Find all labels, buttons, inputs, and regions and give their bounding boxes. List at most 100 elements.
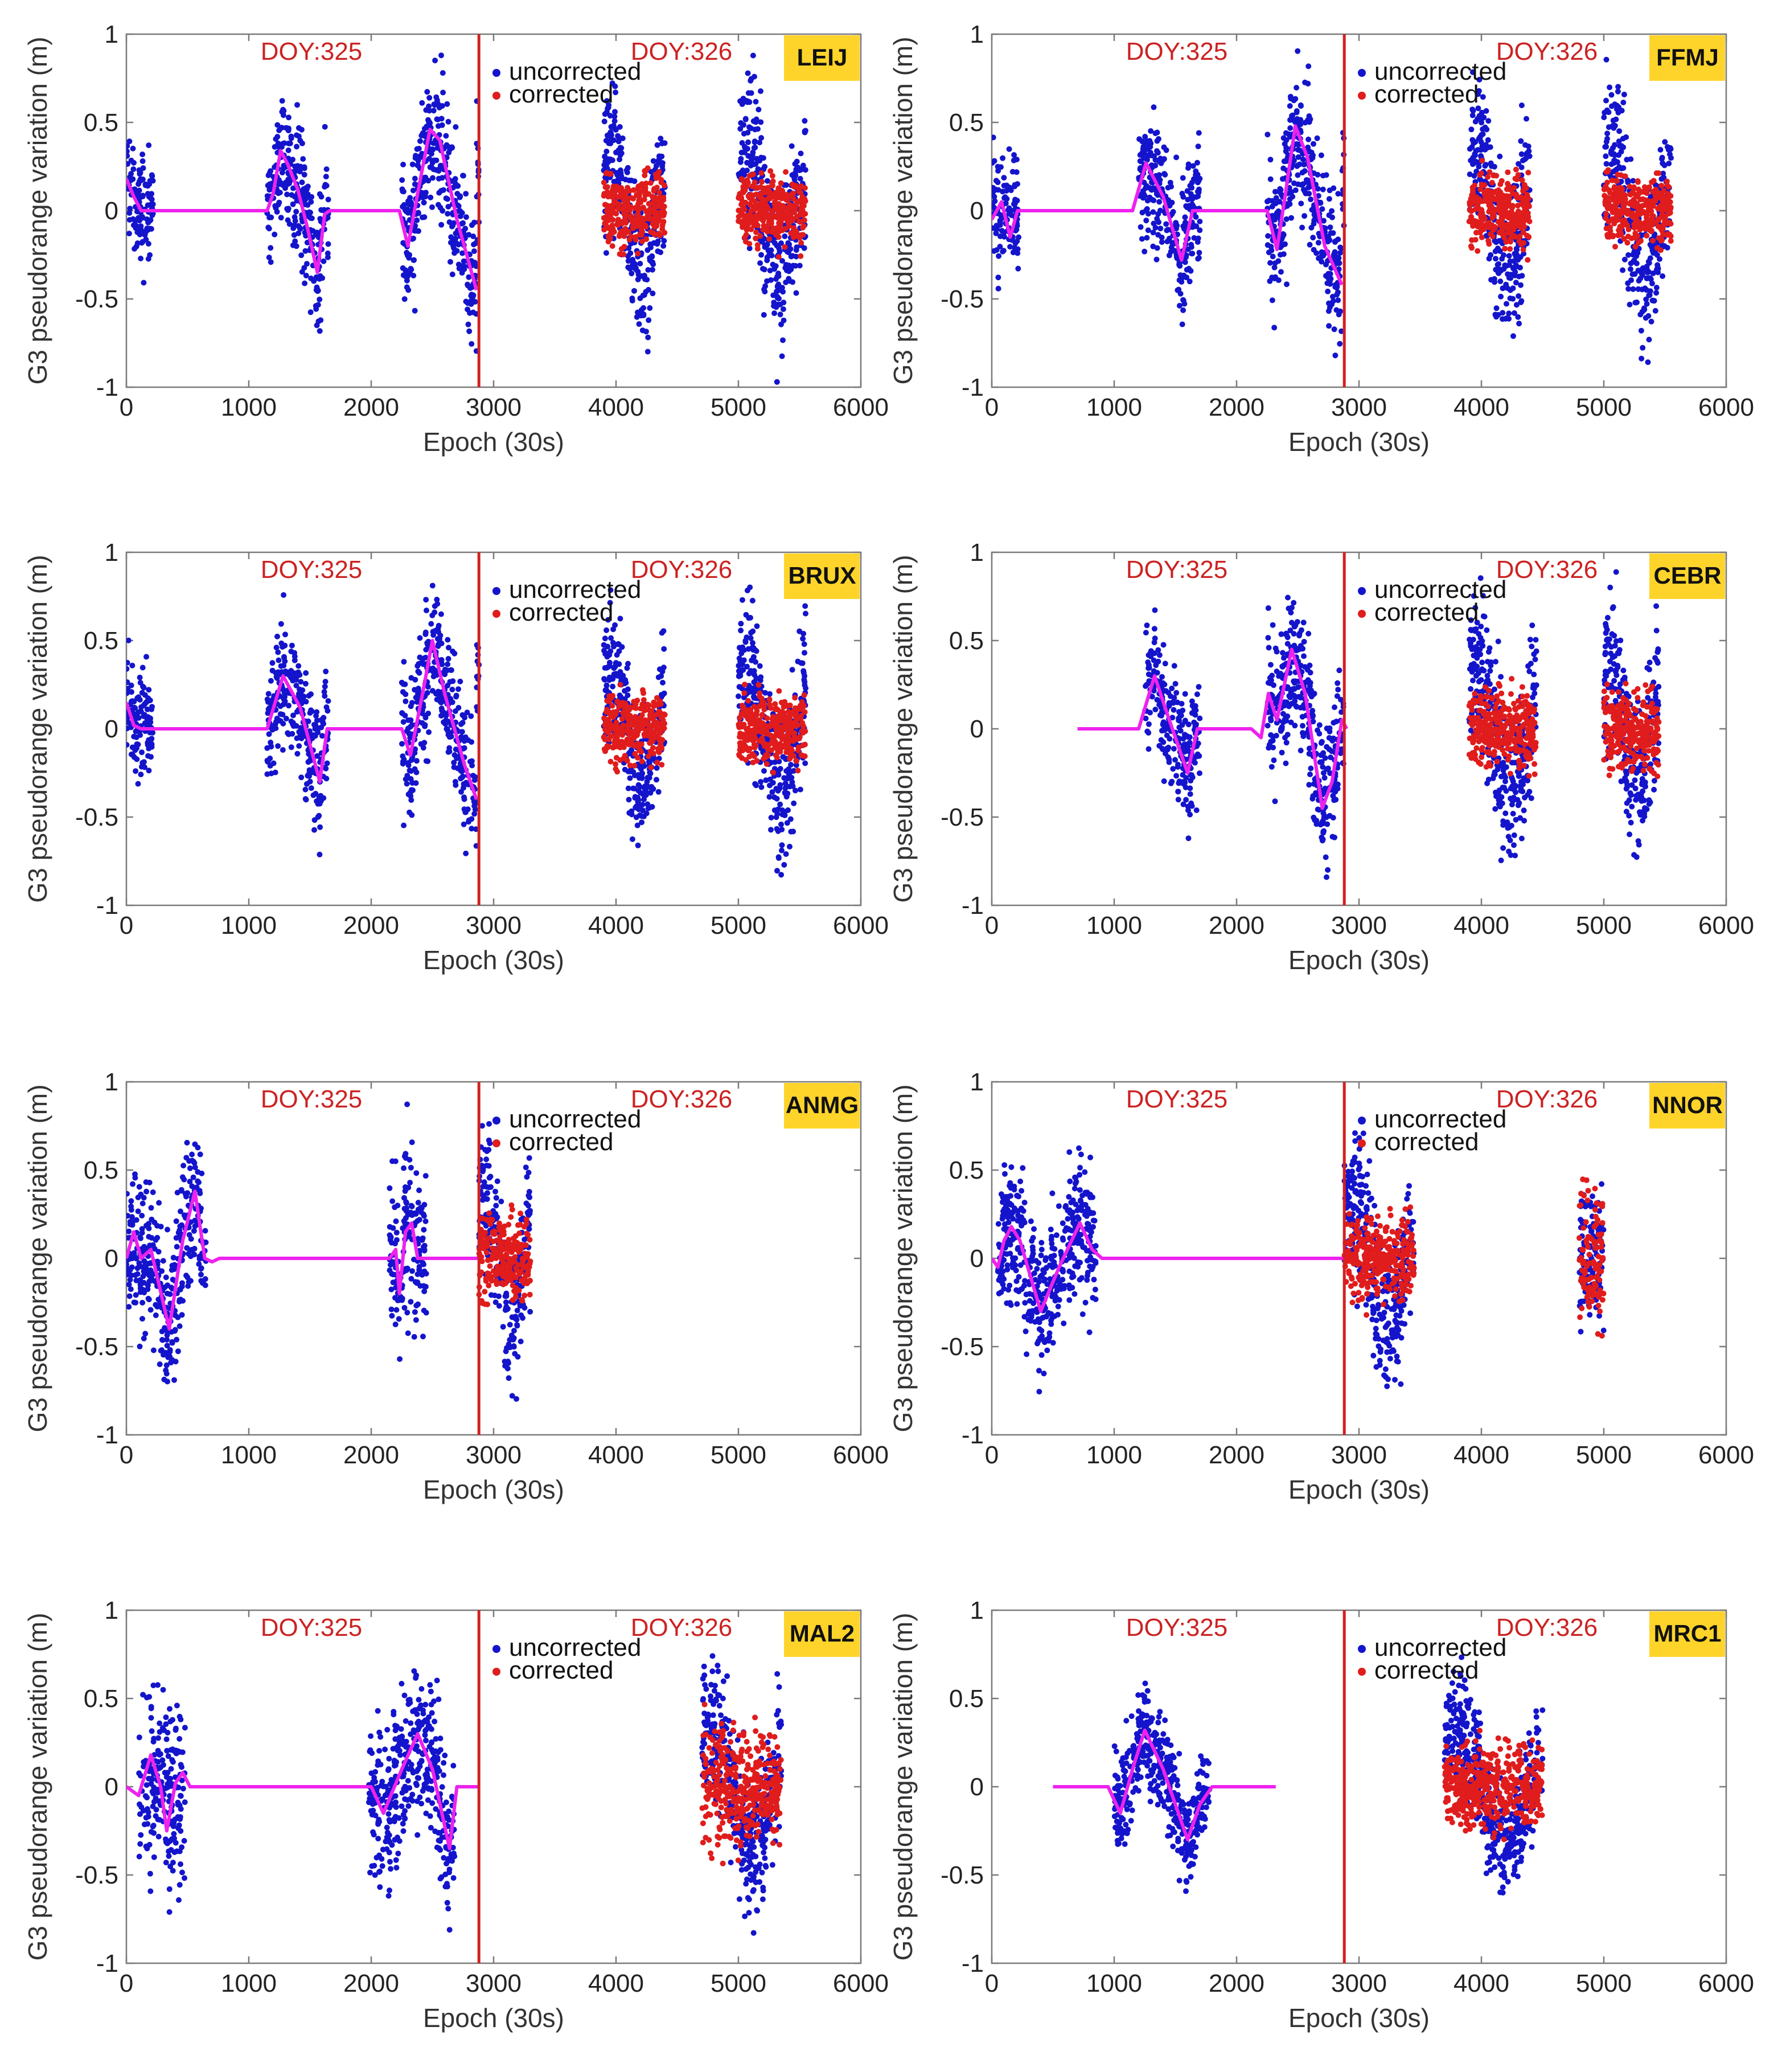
point [601, 647, 607, 654]
point [1524, 203, 1530, 209]
point [782, 233, 788, 239]
y-axis-label: G3 pseudorange variation (m) [888, 36, 918, 384]
point [145, 256, 151, 262]
point [1606, 109, 1612, 116]
chart-panel-ffmj: 0 1000 2000 3000 4000 5000 6000-1-0.500.51Epoc… [888, 20, 1754, 457]
point [745, 70, 751, 76]
point [1311, 141, 1316, 147]
point [1603, 97, 1609, 104]
point [1502, 245, 1508, 252]
point [1621, 217, 1628, 223]
point [149, 172, 155, 178]
point [302, 280, 308, 286]
point [138, 256, 144, 261]
point [303, 273, 309, 278]
point [793, 228, 799, 235]
point [1507, 246, 1513, 252]
point [145, 241, 151, 247]
point [440, 70, 446, 76]
point [139, 664, 146, 671]
point [1662, 216, 1668, 222]
point [416, 670, 422, 676]
point [426, 108, 433, 114]
point [284, 206, 290, 212]
point [445, 661, 451, 667]
point [1617, 224, 1623, 230]
point [131, 704, 137, 711]
point [126, 742, 130, 748]
point [645, 334, 651, 340]
point [662, 229, 668, 236]
point [774, 295, 781, 301]
point [635, 842, 641, 848]
point [1494, 261, 1501, 268]
point [137, 194, 143, 200]
point [420, 655, 426, 662]
point [401, 659, 407, 665]
point [619, 175, 625, 182]
point [447, 240, 454, 245]
point [435, 643, 441, 649]
x-axis-label: Epoch (30s) [1288, 427, 1430, 457]
point [432, 603, 438, 609]
point [287, 140, 293, 146]
point [1006, 146, 1012, 152]
point [323, 166, 330, 173]
point [314, 753, 320, 759]
point [425, 178, 432, 184]
point [1295, 172, 1301, 178]
point [1012, 228, 1019, 234]
point [767, 268, 773, 274]
y-tick-label: 0.5 [84, 109, 118, 137]
point [1616, 138, 1622, 145]
point [1525, 143, 1531, 149]
point [471, 219, 477, 225]
point [1504, 186, 1510, 192]
point [1470, 198, 1476, 204]
point [636, 321, 642, 327]
point [126, 637, 132, 643]
point [1640, 265, 1646, 271]
point [448, 234, 454, 240]
point [611, 113, 618, 120]
point [616, 641, 622, 647]
point [1310, 235, 1316, 241]
point [1648, 208, 1654, 215]
point [763, 224, 770, 231]
point [449, 687, 455, 692]
point [801, 245, 807, 251]
point [1270, 253, 1276, 260]
point [1485, 237, 1492, 244]
point [303, 185, 309, 191]
point [470, 233, 477, 240]
model-line [126, 128, 478, 291]
point [1169, 211, 1175, 217]
point [408, 675, 414, 681]
point [1602, 143, 1608, 150]
point [995, 187, 1001, 193]
point [323, 174, 329, 180]
point [1142, 134, 1148, 139]
point [1482, 146, 1488, 153]
point [322, 683, 328, 690]
point [1335, 236, 1341, 243]
point [266, 170, 273, 176]
point [1653, 290, 1660, 296]
station-badge [784, 35, 860, 81]
point [1183, 203, 1189, 209]
point [1652, 307, 1658, 314]
point [798, 208, 804, 214]
point [1516, 321, 1522, 327]
point [126, 153, 130, 159]
point [1635, 209, 1641, 215]
x-tick-label: 1000 [221, 912, 277, 939]
point [1138, 224, 1144, 230]
point [1181, 272, 1187, 278]
point [1185, 196, 1191, 203]
point [737, 191, 743, 197]
point [1498, 267, 1504, 273]
point [741, 122, 747, 128]
point [645, 805, 651, 811]
point [303, 670, 309, 676]
point [136, 694, 142, 700]
